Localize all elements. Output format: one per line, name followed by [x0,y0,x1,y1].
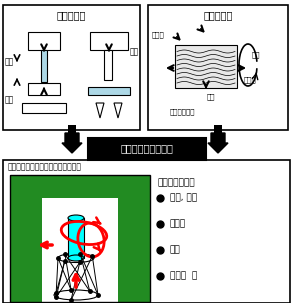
Text: 引張: 引張 [252,52,260,58]
Text: 現実の世界: 現実の世界 [203,10,233,20]
Bar [22,103,66,113]
Bar [214,125,222,133]
Bar [28,32,60,50]
Bar [148,5,288,130]
Text: 複合三次元材料試験: 複合三次元材料試験 [120,143,173,153]
Text: 圧縮, 引張: 圧縮, 引張 [170,194,197,202]
FancyArrow shape [208,133,228,153]
Polygon shape [96,103,104,118]
Text: 市販試験機: 市販試験機 [56,10,86,20]
Bar [10,175,150,302]
Ellipse shape [68,255,84,261]
Text: 曲げ: 曲げ [207,94,215,100]
Polygon shape [114,103,122,118]
Text: 斜圧縮: 斜圧縮 [152,32,165,38]
Bar [3,160,290,303]
Text: せん断  等: せん断 等 [170,271,197,281]
Text: 実用条件に近い材料評価方法を確立: 実用条件に近い材料評価方法を確立 [8,162,82,171]
Text: ねじり: ねじり [170,219,186,228]
Bar [175,45,237,88]
Bar [68,218,84,258]
Text: 引張: 引張 [5,58,14,66]
Text: 複合的な荷重: 複合的な荷重 [170,109,195,115]
Bar [90,32,128,50]
Ellipse shape [58,254,94,262]
Bar [88,138,206,160]
Bar [68,125,76,133]
Ellipse shape [54,290,98,300]
Bar [28,83,60,95]
Bar [88,87,130,95]
Ellipse shape [68,215,84,221]
Bar [10,175,150,198]
Bar [3,5,140,130]
Bar [10,175,42,302]
Text: 曲げ: 曲げ [170,245,181,255]
Bar [41,50,47,82]
FancyArrow shape [62,133,82,153]
Bar [104,50,112,80]
Bar [118,175,150,302]
Text: 圧縮: 圧縮 [5,95,14,105]
Text: 曲げ: 曲げ [130,48,139,56]
Text: ねじり: ねじり [244,77,257,83]
Text: 複合的荷重試験: 複合的荷重試験 [158,178,196,187]
